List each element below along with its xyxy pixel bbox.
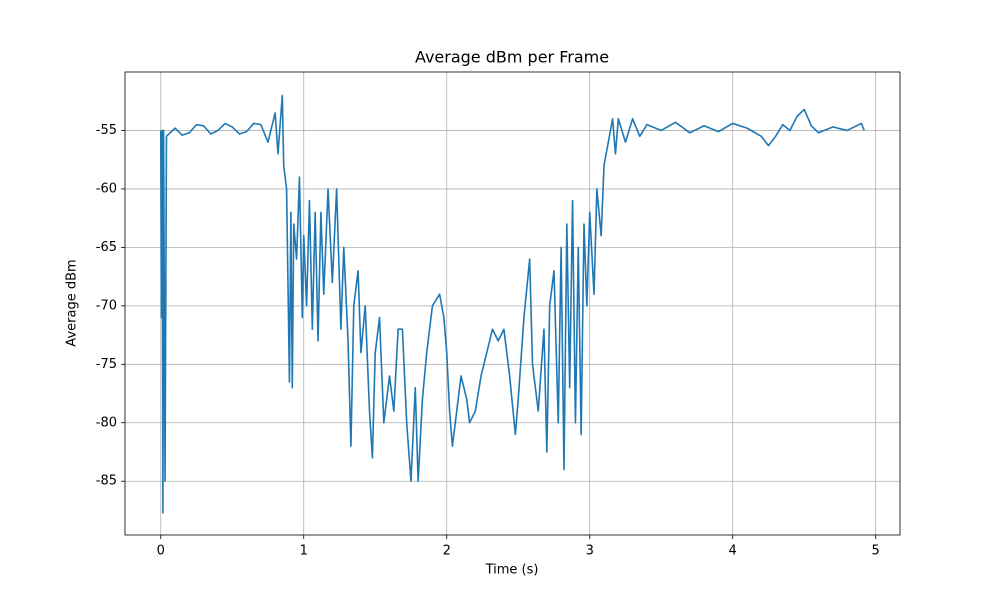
x-tick-label: 3: [586, 544, 594, 559]
y-tick-label: -65: [96, 240, 117, 255]
y-tick-label: -55: [96, 123, 117, 138]
plot-area: [159, 94, 865, 514]
ticks: 0 1 2 3 4 5 -85 -80 -75 -70 -65 -60 -55: [96, 123, 880, 559]
y-tick-label: -75: [96, 357, 117, 372]
data-line: [159, 94, 865, 514]
x-axis-label: Time (s): [485, 563, 539, 578]
y-tick-label: -80: [96, 415, 117, 430]
grid: [125, 72, 900, 535]
x-tick-label: 2: [443, 544, 451, 559]
x-tick-label: 5: [872, 544, 880, 559]
y-tick-label: -60: [96, 181, 117, 196]
y-tick-label: -85: [96, 474, 117, 489]
y-tick-label: -70: [96, 298, 117, 313]
axes-frame: [124, 71, 901, 536]
x-tick-label: 0: [157, 544, 165, 559]
x-tick-label: 1: [300, 544, 308, 559]
y-axis-label: Average dBm: [65, 259, 80, 346]
chart-title: Average dBm per Frame: [415, 48, 609, 67]
x-tick-label: 4: [729, 544, 737, 559]
